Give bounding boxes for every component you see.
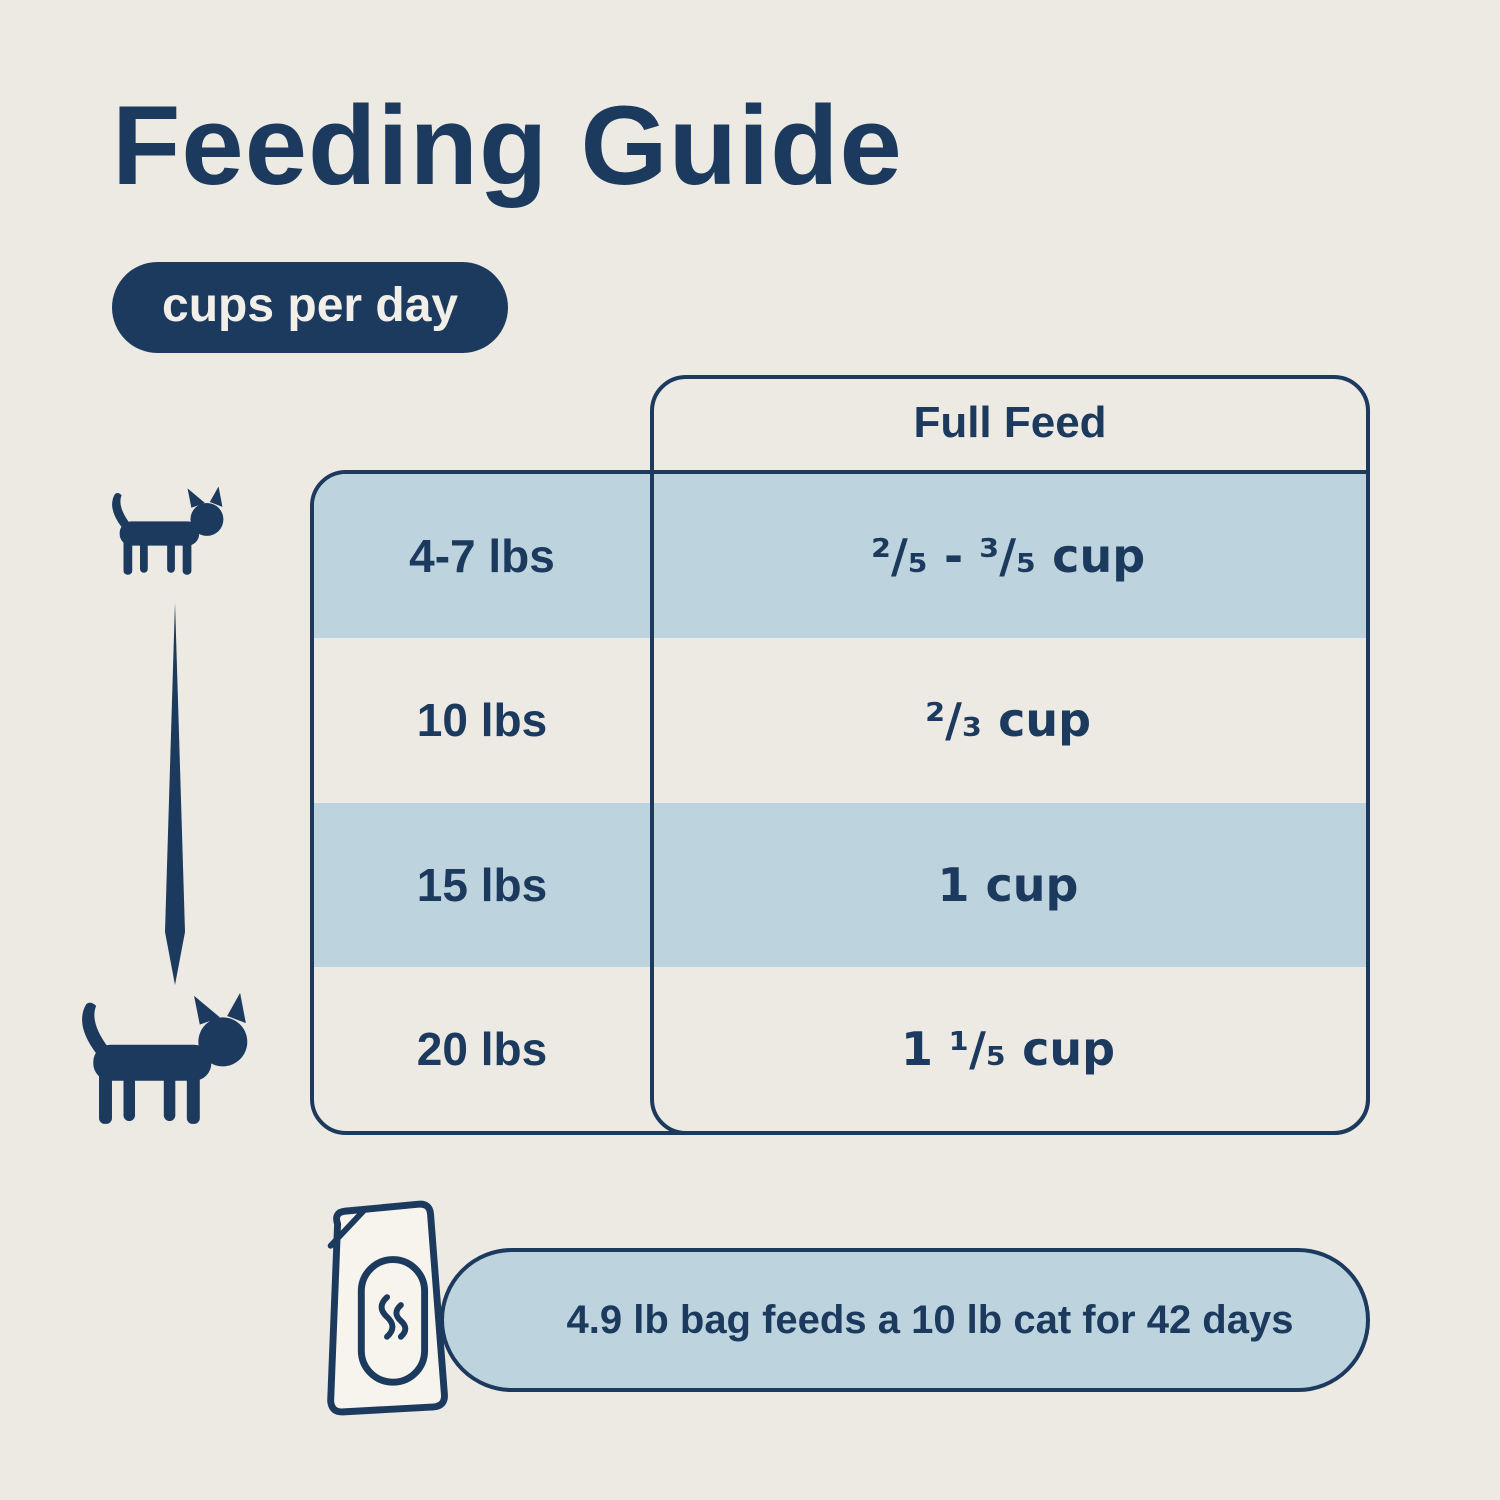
cups-per-day-badge: cups per day [112, 262, 509, 353]
feed-amount-cell: ²/₅ - ³/₅ cup [870, 529, 1146, 584]
feed-amount-cell: 1 ¹/₅ cup [900, 1021, 1116, 1076]
weight-cell: 20 lbs [416, 1022, 548, 1075]
pet-food-bag-icon [327, 1200, 448, 1416]
size-scale-indicator [165, 602, 185, 985]
feed-amount-cell: ²/₃ cup [924, 693, 1092, 748]
weight-cell: 4-7 lbs [409, 530, 555, 583]
weight-cell: 10 lbs [416, 694, 548, 747]
table-row: 10 lbs ²/₃ cup [314, 638, 1366, 802]
small-cat-icon [112, 486, 224, 575]
page-title: Feeding Guide [112, 83, 903, 208]
table-row: 4-7 lbs ²/₅ - ³/₅ cup [314, 474, 1366, 639]
large-cat-icon [82, 992, 248, 1124]
table-row: 20 lbs 1 ¹/₅ cup [314, 967, 1366, 1131]
column-header-full-feed: Full Feed [913, 398, 1107, 447]
bag-feeds-banner: 4.9 lb bag feeds a 10 lb cat for 42 days [440, 1248, 1370, 1392]
feeding-table: 4-7 lbs ²/₅ - ³/₅ cup 10 lbs ²/₃ cup 15 … [310, 470, 1370, 1135]
table-row: 15 lbs 1 cup [314, 802, 1366, 967]
bag-feeds-note: 4.9 lb bag feeds a 10 lb cat for 42 days [566, 1297, 1294, 1342]
weight-cell: 15 lbs [416, 858, 548, 911]
feed-amount-cell: 1 cup [937, 857, 1079, 912]
